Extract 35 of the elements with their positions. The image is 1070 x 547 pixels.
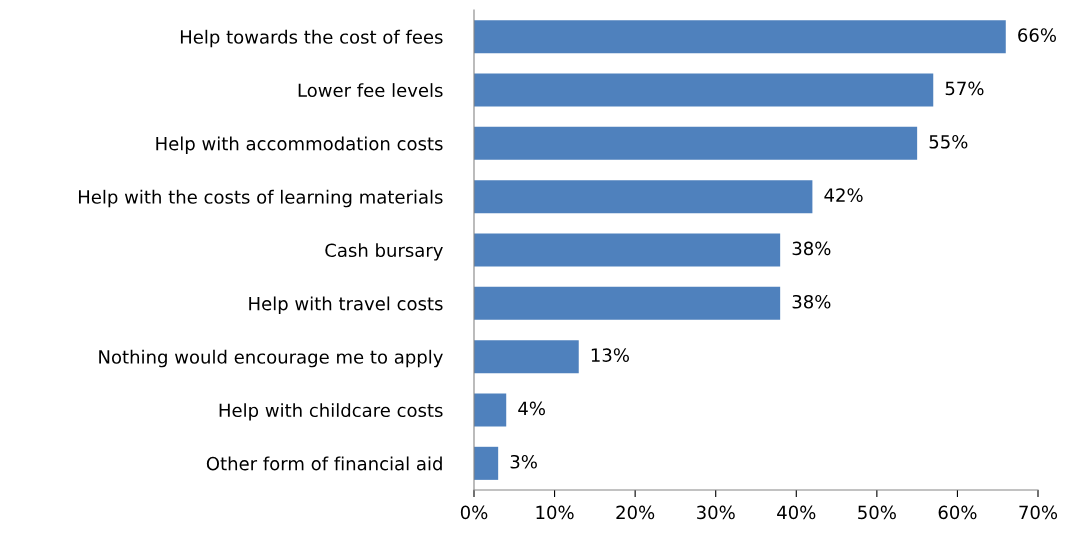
y-tick-label: Nothing would encourage me to apply [99, 349, 443, 368]
y-tick-label: Help with travel costs [249, 296, 443, 314]
data-label: 42% [824, 188, 863, 202]
data-label: 38% [792, 294, 831, 309]
data-label: 55% [929, 134, 968, 149]
x-tick-label: 30% [697, 505, 735, 520]
bar [474, 393, 507, 427]
data-label: 38% [792, 241, 831, 256]
data-label: 4% [518, 401, 545, 416]
bar [474, 286, 781, 320]
y-tick-label: Help with the costs of learning materials [78, 189, 443, 208]
y-tick-label: Cash bursary [325, 243, 443, 261]
data-label: 3% [510, 454, 537, 469]
x-tick-label: 50% [858, 505, 896, 520]
x-tick-label: 60% [938, 505, 977, 520]
bar [474, 126, 918, 160]
data-label: 66% [1018, 28, 1057, 42]
data-label: 13% [591, 348, 629, 362]
bar [474, 73, 934, 107]
data-label: 57% [945, 81, 984, 96]
y-tick-label: Lower fee levels [298, 83, 443, 98]
y-tick-label: Help with accommodation costs [156, 136, 443, 154]
y-tick-label: Help with childcare costs [219, 403, 443, 421]
bar [474, 180, 813, 214]
bar [474, 20, 1006, 54]
y-tick-label: Help towards the cost of fees [180, 29, 443, 48]
x-tick-label: 0% [460, 505, 488, 520]
x-tick-label: 40% [777, 505, 816, 520]
x-tick-label: 20% [616, 505, 655, 520]
bar [474, 446, 499, 480]
bar [474, 233, 781, 267]
bar [474, 340, 579, 374]
y-tick-label: Other form of financial aid [206, 456, 442, 471]
x-tick-label: 10% [536, 505, 574, 520]
x-tick-label: 70% [1019, 505, 1058, 520]
